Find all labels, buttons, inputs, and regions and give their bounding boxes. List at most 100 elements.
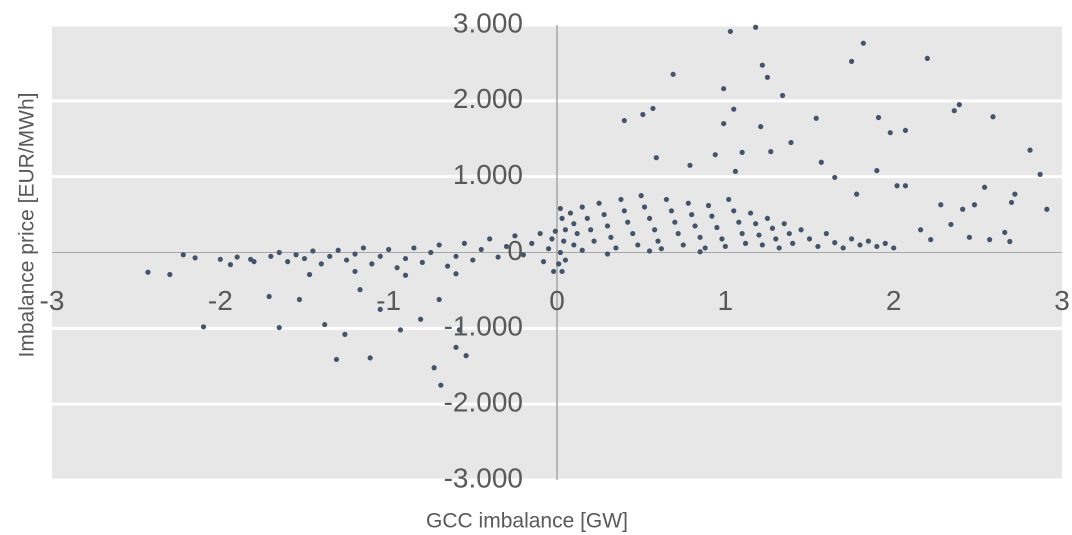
point (591, 238, 597, 244)
point (928, 237, 934, 243)
point (663, 196, 670, 203)
point (764, 215, 771, 221)
point (882, 240, 888, 246)
point (951, 108, 957, 114)
point (924, 55, 930, 61)
y-tick-label: 3.000 (453, 7, 523, 38)
point (608, 234, 614, 240)
point (394, 265, 400, 271)
point (887, 130, 893, 136)
point (732, 168, 739, 174)
point (217, 256, 223, 262)
point (453, 344, 459, 350)
point (402, 255, 409, 262)
point (540, 259, 547, 265)
point (444, 263, 451, 269)
point (601, 211, 607, 218)
point (875, 114, 882, 121)
point (588, 227, 594, 233)
point (714, 224, 720, 231)
point (742, 240, 749, 246)
point (902, 127, 909, 134)
point (781, 221, 787, 227)
x-tick-label: -3 (40, 285, 65, 316)
point (342, 331, 348, 337)
point (779, 92, 786, 99)
point (758, 124, 764, 130)
point (891, 245, 897, 251)
point (512, 233, 518, 239)
point (478, 246, 484, 253)
point (798, 227, 804, 233)
y-tick-label: 2.000 (453, 83, 523, 114)
point (227, 262, 234, 268)
point (453, 271, 459, 277)
point (948, 221, 954, 228)
point (848, 236, 855, 242)
point (641, 204, 648, 210)
point (574, 230, 580, 237)
point (251, 259, 257, 265)
point (463, 353, 469, 359)
point (638, 193, 644, 199)
point (747, 210, 754, 216)
point (918, 227, 924, 233)
point (234, 254, 240, 260)
point (419, 259, 425, 265)
point (343, 257, 350, 263)
point (557, 205, 563, 212)
point (436, 242, 442, 248)
point (722, 243, 728, 250)
point (806, 236, 813, 242)
y-tick-label: -1.000 (444, 311, 523, 342)
point (438, 382, 444, 388)
point (646, 248, 653, 254)
point (266, 293, 272, 300)
point (306, 271, 313, 278)
point (411, 245, 417, 251)
point (719, 236, 725, 242)
point (790, 240, 796, 246)
point (709, 213, 715, 219)
point (557, 249, 563, 256)
y-tick-label: 0 (507, 235, 523, 266)
point (788, 139, 794, 146)
point (832, 240, 838, 246)
point (739, 230, 745, 237)
point (966, 234, 973, 240)
point (813, 115, 819, 121)
point (702, 245, 708, 251)
point (687, 162, 693, 168)
y-tick-label: -3.000 (444, 462, 523, 493)
point (640, 111, 646, 118)
point (470, 257, 476, 263)
point (971, 202, 978, 208)
point (562, 257, 569, 263)
point (630, 230, 636, 237)
point (753, 221, 759, 227)
point (764, 74, 771, 80)
point (860, 40, 866, 46)
x-tick-label: -1 (376, 285, 401, 316)
point (680, 242, 686, 248)
point (561, 238, 567, 244)
point (736, 219, 742, 225)
point (1007, 238, 1013, 245)
point (655, 238, 661, 244)
point (672, 219, 678, 225)
point (327, 253, 333, 259)
point (823, 230, 829, 237)
y-tick-label: 1.000 (453, 159, 523, 190)
point (938, 202, 944, 208)
point (621, 117, 627, 124)
point (1044, 206, 1050, 212)
point (357, 287, 363, 293)
point (670, 71, 676, 77)
point (894, 183, 900, 189)
point (293, 252, 299, 258)
point (276, 324, 282, 331)
point (571, 221, 577, 227)
point (848, 58, 855, 64)
point (551, 268, 557, 275)
point (367, 355, 373, 361)
